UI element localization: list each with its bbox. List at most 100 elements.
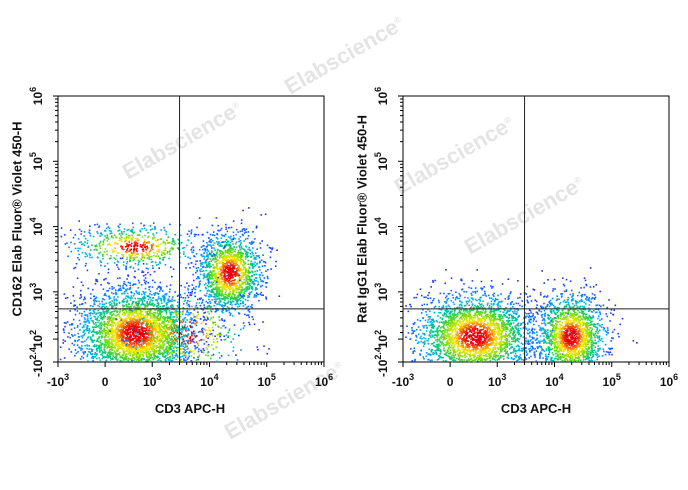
event-point xyxy=(145,249,148,251)
event-point xyxy=(122,352,125,354)
event-point xyxy=(98,336,100,339)
event-point xyxy=(66,242,68,244)
event-point xyxy=(122,264,125,266)
event-point xyxy=(147,344,149,346)
event-point xyxy=(160,229,162,231)
event-point xyxy=(147,241,149,243)
event-point xyxy=(206,254,209,256)
event-point xyxy=(116,338,119,341)
event-point xyxy=(168,347,171,349)
event-point xyxy=(198,217,201,219)
event-point xyxy=(109,297,112,299)
event-point xyxy=(109,346,112,348)
event-point xyxy=(139,337,142,339)
event-point xyxy=(214,301,216,303)
event-point xyxy=(94,308,96,311)
event-point xyxy=(132,333,134,336)
event-point xyxy=(135,253,138,255)
event-point xyxy=(152,315,155,317)
event-point xyxy=(216,262,218,265)
event-point xyxy=(97,232,99,235)
event-point xyxy=(109,356,112,358)
event-point xyxy=(132,323,134,326)
event-point xyxy=(118,324,120,326)
event-point xyxy=(130,339,133,341)
event-point xyxy=(152,345,155,347)
event-point xyxy=(95,313,97,316)
event-point xyxy=(95,345,97,347)
event-point xyxy=(63,331,65,334)
event-point xyxy=(145,313,148,315)
event-point xyxy=(232,266,234,268)
event-point xyxy=(163,241,165,244)
event-point xyxy=(246,277,248,279)
event-point xyxy=(79,303,81,306)
event-point xyxy=(131,357,133,360)
event-point xyxy=(235,264,237,266)
event-point xyxy=(164,335,167,338)
event-point xyxy=(141,346,144,348)
event-point xyxy=(115,342,118,344)
event-point xyxy=(177,325,180,328)
event-point xyxy=(220,237,223,239)
event-point xyxy=(137,343,140,346)
event-point xyxy=(115,319,117,321)
event-point xyxy=(108,287,111,290)
event-point xyxy=(214,288,217,291)
event-point xyxy=(171,339,174,341)
event-point xyxy=(165,324,168,327)
event-point xyxy=(130,334,132,337)
event-point xyxy=(197,276,199,278)
event-point xyxy=(155,232,158,234)
event-point xyxy=(173,243,175,246)
event-point xyxy=(234,298,237,300)
event-point xyxy=(231,282,234,284)
event-point xyxy=(147,308,149,311)
event-point xyxy=(136,250,139,253)
event-point xyxy=(227,300,230,303)
event-point xyxy=(156,312,159,314)
event-point xyxy=(214,261,216,263)
event-point xyxy=(210,245,213,247)
event-point xyxy=(150,356,152,358)
event-point xyxy=(132,259,135,262)
event-point xyxy=(234,250,236,253)
event-point xyxy=(81,313,83,315)
event-point xyxy=(149,350,152,353)
event-point xyxy=(77,238,80,240)
event-point xyxy=(94,356,97,358)
event-point xyxy=(148,321,150,323)
event-point xyxy=(238,305,241,308)
event-point xyxy=(104,346,106,348)
event-point xyxy=(122,255,125,258)
event-point xyxy=(113,299,116,302)
event-point xyxy=(215,286,218,289)
event-point xyxy=(165,327,168,329)
event-point xyxy=(242,276,244,278)
event-point xyxy=(103,347,105,349)
event-point xyxy=(199,304,202,307)
event-point xyxy=(159,261,161,263)
event-point xyxy=(222,285,225,288)
event-point xyxy=(234,258,237,261)
event-point xyxy=(243,240,245,242)
event-point xyxy=(172,322,174,325)
event-point xyxy=(246,306,248,309)
event-point xyxy=(101,352,103,355)
event-point xyxy=(123,340,126,343)
event-point xyxy=(244,313,246,316)
event-point xyxy=(118,313,120,316)
event-point xyxy=(252,241,255,243)
event-point xyxy=(157,309,160,311)
event-point xyxy=(235,298,238,300)
event-point xyxy=(117,348,119,351)
event-point xyxy=(94,326,96,328)
event-point xyxy=(219,245,222,247)
event-point xyxy=(229,275,232,278)
event-point xyxy=(149,340,152,342)
event-point xyxy=(174,334,176,337)
event-point xyxy=(215,278,218,280)
event-point xyxy=(170,329,173,332)
event-point xyxy=(93,339,95,342)
event-point xyxy=(256,248,258,250)
